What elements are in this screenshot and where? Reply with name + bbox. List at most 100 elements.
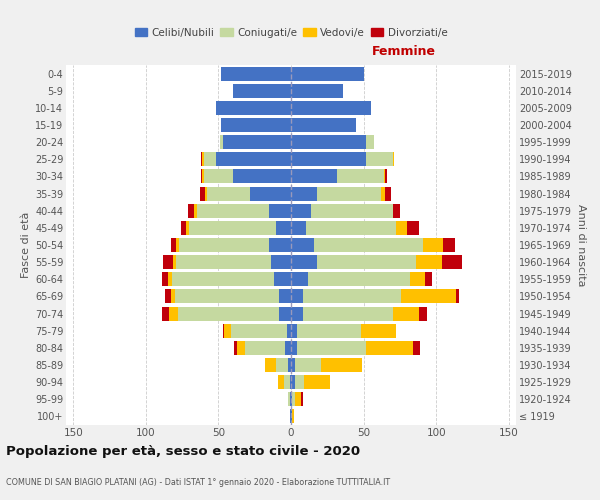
- Bar: [416, 255, 442, 269]
- Bar: [385, 170, 387, 183]
- Bar: [292, 392, 295, 406]
- Bar: [291, 186, 317, 200]
- Bar: [285, 341, 291, 355]
- Bar: [201, 152, 202, 166]
- Bar: [290, 375, 291, 389]
- Bar: [291, 358, 295, 372]
- Bar: [317, 255, 416, 269]
- Bar: [163, 255, 173, 269]
- Bar: [288, 392, 290, 406]
- Bar: [311, 204, 392, 218]
- Bar: [291, 290, 302, 304]
- Bar: [202, 152, 204, 166]
- Bar: [392, 204, 400, 218]
- Bar: [176, 238, 179, 252]
- Bar: [291, 306, 302, 320]
- Bar: [194, 204, 197, 218]
- Bar: [269, 204, 291, 218]
- Bar: [322, 358, 362, 372]
- Bar: [295, 375, 304, 389]
- Bar: [232, 324, 287, 338]
- Bar: [302, 290, 401, 304]
- Bar: [442, 255, 462, 269]
- Y-axis label: Fasce di età: Fasce di età: [20, 212, 31, 278]
- Bar: [223, 324, 224, 338]
- Bar: [169, 306, 178, 320]
- Bar: [162, 306, 169, 320]
- Bar: [367, 341, 413, 355]
- Bar: [291, 135, 367, 149]
- Bar: [162, 272, 167, 286]
- Bar: [361, 324, 395, 338]
- Bar: [178, 306, 280, 320]
- Bar: [291, 272, 308, 286]
- Text: COMUNE DI SAN BIAGIO PLATANI (AG) - Dati ISTAT 1° gennaio 2020 - Elaborazione TU: COMUNE DI SAN BIAGIO PLATANI (AG) - Dati…: [6, 478, 390, 487]
- Bar: [202, 170, 204, 183]
- Bar: [291, 204, 311, 218]
- Bar: [190, 221, 277, 235]
- Bar: [245, 341, 285, 355]
- Bar: [165, 290, 170, 304]
- Bar: [188, 204, 194, 218]
- Bar: [221, 66, 291, 80]
- Bar: [167, 272, 172, 286]
- Bar: [443, 238, 455, 252]
- Bar: [170, 238, 176, 252]
- Bar: [425, 272, 432, 286]
- Y-axis label: Anni di nascita: Anni di nascita: [576, 204, 586, 286]
- Bar: [215, 101, 291, 115]
- Bar: [265, 358, 277, 372]
- Bar: [384, 170, 385, 183]
- Bar: [317, 186, 381, 200]
- Bar: [407, 221, 419, 235]
- Bar: [215, 152, 291, 166]
- Bar: [308, 272, 410, 286]
- Bar: [204, 170, 233, 183]
- Bar: [291, 170, 337, 183]
- Bar: [337, 170, 384, 183]
- Bar: [423, 238, 443, 252]
- Bar: [287, 324, 291, 338]
- Bar: [175, 290, 280, 304]
- Text: Femmine: Femmine: [371, 45, 436, 58]
- Bar: [410, 272, 425, 286]
- Bar: [233, 170, 291, 183]
- Bar: [221, 118, 291, 132]
- Bar: [385, 186, 391, 200]
- Bar: [181, 221, 187, 235]
- Bar: [302, 306, 392, 320]
- Text: Popolazione per età, sesso e stato civile - 2020: Popolazione per età, sesso e stato civil…: [6, 445, 360, 458]
- Bar: [305, 221, 395, 235]
- Bar: [291, 324, 297, 338]
- Bar: [291, 238, 314, 252]
- Bar: [457, 290, 460, 304]
- Bar: [291, 84, 343, 98]
- Bar: [291, 255, 317, 269]
- Bar: [207, 186, 250, 200]
- Bar: [297, 341, 367, 355]
- Bar: [277, 221, 291, 235]
- Bar: [291, 152, 367, 166]
- Bar: [280, 290, 291, 304]
- Bar: [277, 358, 288, 372]
- Bar: [176, 255, 271, 269]
- Bar: [367, 135, 374, 149]
- Bar: [290, 392, 291, 406]
- Bar: [271, 255, 291, 269]
- Bar: [291, 221, 305, 235]
- Bar: [220, 135, 223, 149]
- Bar: [274, 272, 291, 286]
- Bar: [292, 410, 294, 424]
- Bar: [204, 152, 215, 166]
- Bar: [291, 410, 292, 424]
- Bar: [295, 392, 301, 406]
- Bar: [290, 410, 291, 424]
- Bar: [291, 341, 297, 355]
- Legend: Celibi/Nubili, Coniugati/e, Vedovi/e, Divorziati/e: Celibi/Nubili, Coniugati/e, Vedovi/e, Di…: [130, 24, 452, 42]
- Bar: [200, 186, 205, 200]
- Bar: [291, 101, 371, 115]
- Bar: [288, 358, 291, 372]
- Bar: [233, 84, 291, 98]
- Bar: [381, 186, 385, 200]
- Bar: [291, 118, 356, 132]
